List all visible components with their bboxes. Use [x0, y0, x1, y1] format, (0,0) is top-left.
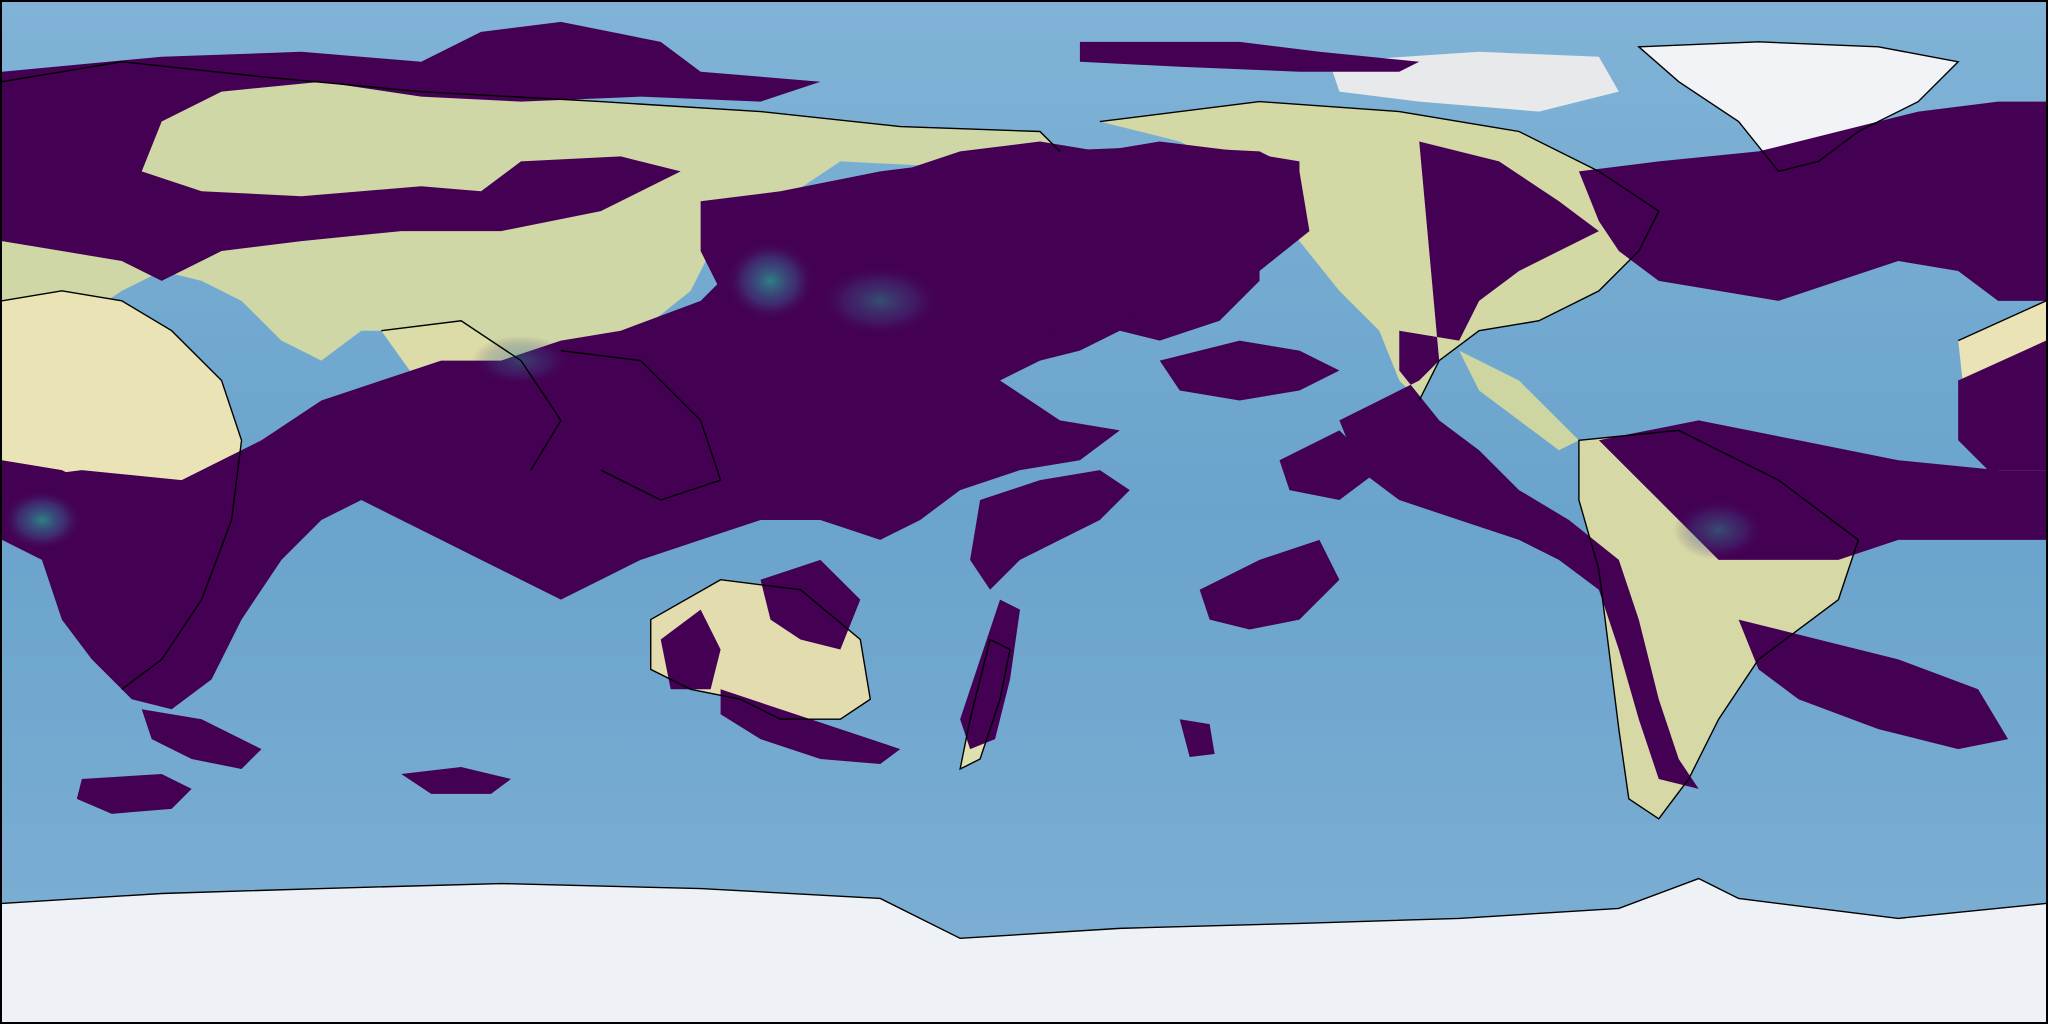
overlay-region: [720, 689, 901, 765]
overlay-region: [141, 709, 262, 769]
coastline: [2, 877, 2046, 940]
coastline: [1957, 300, 2046, 342]
coastline: [1578, 429, 1860, 820]
land-antarctica: [2, 878, 2046, 1022]
overlay-region: [1079, 41, 1420, 72]
overlay-region: [401, 767, 512, 794]
coastline-layer: [2, 41, 2046, 940]
coastline: [381, 320, 562, 471]
overlay-hotspots: [2, 241, 1764, 560]
coastline: [2, 61, 1061, 152]
hotspot: [820, 265, 941, 336]
overlay-region: [76, 773, 192, 814]
overlay-region: [1199, 539, 1340, 630]
coastline: [560, 349, 722, 501]
coastline: [959, 638, 1011, 771]
land-eurasia: [2, 61, 1060, 421]
hotspot: [725, 241, 816, 321]
overlay-region: [1159, 340, 1340, 401]
overlay-region: [2, 21, 821, 281]
land-central-america: [1459, 350, 1579, 451]
overlay-region: [1738, 619, 2009, 750]
land-greenland: [1638, 41, 1959, 172]
coastline: [1637, 41, 1960, 173]
overlay-layer: [2, 21, 2046, 814]
overlay-region: [960, 599, 1021, 750]
overlay-region: [760, 559, 861, 650]
overlay-region: [1339, 141, 1699, 789]
overlay-region: [660, 609, 721, 690]
hotspot: [2, 490, 82, 550]
overlay-region: [970, 470, 1130, 590]
overlay-region: [1179, 719, 1215, 758]
coastline: [650, 579, 872, 720]
coastline: [1099, 100, 1660, 401]
coastline: [2, 290, 243, 690]
hotspot: [1673, 500, 1764, 560]
overlay-region: [1958, 340, 2046, 471]
overlay-region: [1578, 101, 2046, 301]
